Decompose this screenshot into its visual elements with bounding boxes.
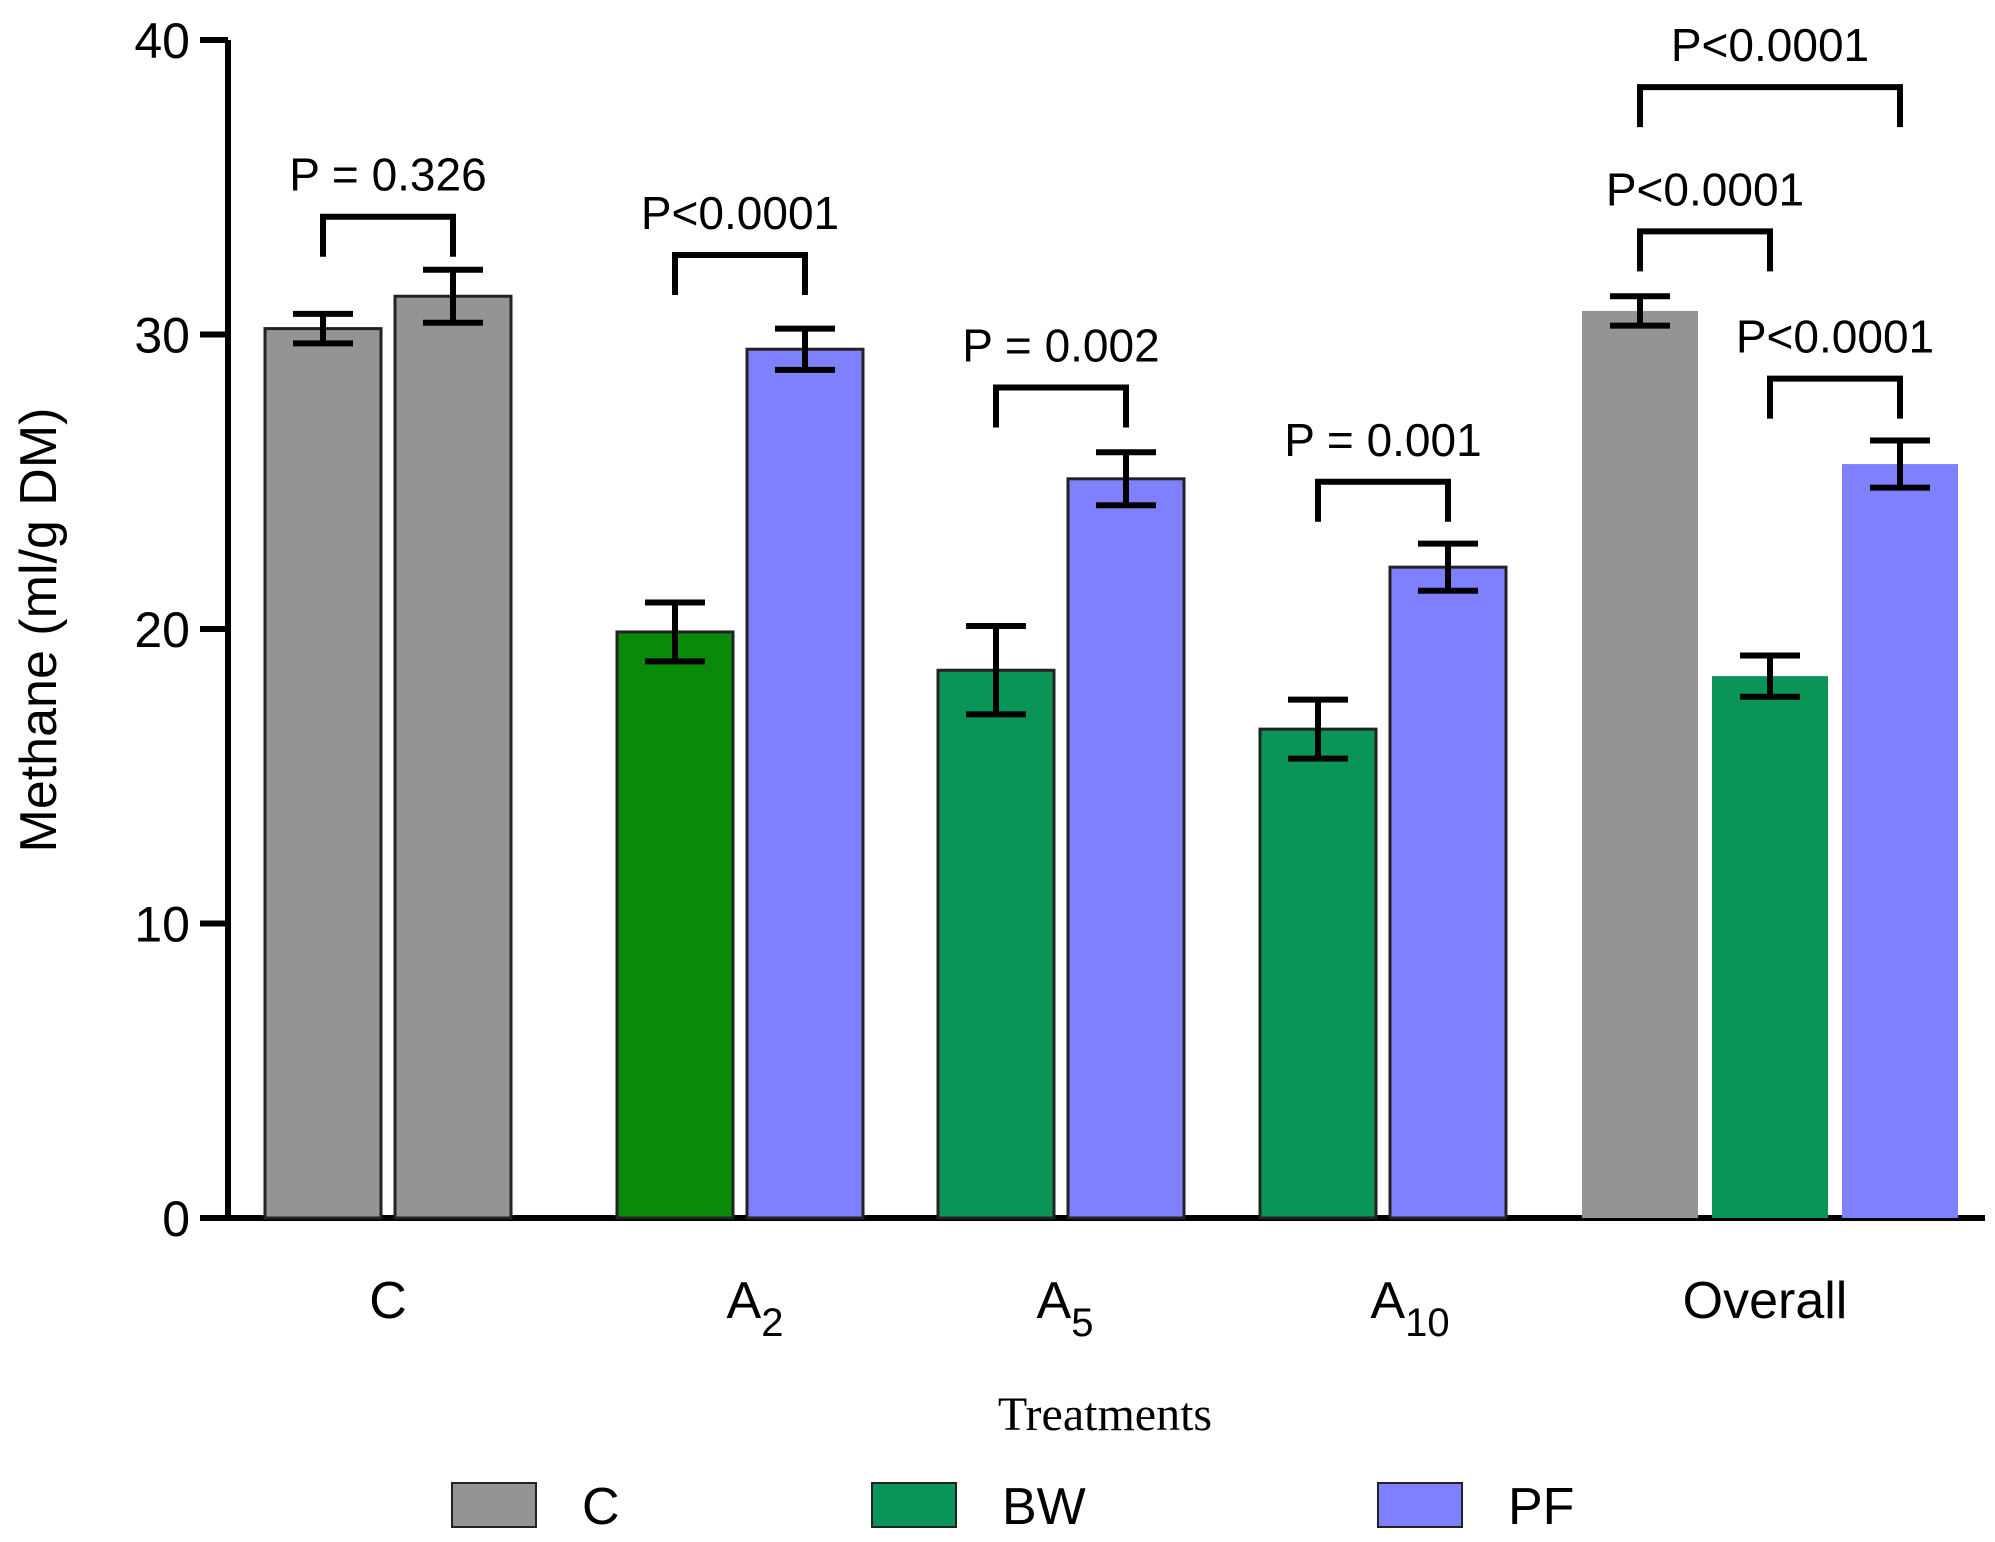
significance-bracket: [1315, 478, 1451, 522]
significance-bracket: [1767, 375, 1903, 419]
p-value-label: P = 0.001: [1284, 414, 1481, 466]
legend-label-bw: BW: [1002, 1478, 1086, 1536]
y-tick-label: 40: [134, 13, 190, 69]
bar-c: [393, 294, 513, 1220]
significance-brackets: P = 0.326 P<0.0001 P = 0.002 P = 0.001 P<0.0…: [289, 19, 1934, 522]
x-axis-label: Treatments: [998, 1388, 1212, 1441]
bar-bw: [1712, 676, 1828, 1218]
p-value-label: P<0.0001: [1671, 19, 1869, 71]
bar-c: [263, 327, 383, 1220]
error-bars: [293, 266, 1930, 762]
y-tick-label: 10: [134, 897, 190, 953]
significance-bracket: [672, 251, 808, 295]
y-tick-label: 20: [134, 602, 190, 658]
p-value-label: P = 0.326: [289, 149, 486, 201]
bar-bw: [1258, 727, 1378, 1220]
x-tick-label: Overall: [1683, 1272, 1848, 1330]
x-tick-label: C: [369, 1272, 407, 1330]
bar-pf: [1066, 477, 1186, 1220]
p-value-label: P<0.0001: [1606, 163, 1804, 215]
y-axis-label: Methane (ml/g DM): [10, 408, 68, 853]
legend-label-pf: PF: [1508, 1478, 1574, 1536]
p-value-label: P<0.0001: [641, 187, 839, 239]
legend-swatch-c: [451, 1482, 537, 1528]
p-value-label: P = 0.002: [962, 320, 1159, 372]
legend: C BW PF: [451, 1478, 1574, 1536]
p-value-label: P<0.0001: [1736, 311, 1934, 363]
bar-bw: [615, 630, 735, 1220]
significance-bracket: [1637, 228, 1773, 272]
bar-pf: [1388, 565, 1508, 1220]
x-tick-label: A5: [1037, 1272, 1094, 1345]
y-tick-label: 0: [162, 1191, 190, 1247]
bar-bw: [936, 668, 1056, 1220]
bar-pf: [1842, 464, 1958, 1219]
significance-bracket: [1637, 84, 1903, 128]
bars: [263, 294, 1958, 1220]
x-tick-labels: C A2 A5 A10 Overall: [369, 1272, 1847, 1345]
y-tick-label: 30: [134, 308, 190, 364]
significance-bracket: [320, 213, 456, 257]
legend-swatch-pf: [1377, 1482, 1463, 1528]
bar-c: [1582, 310, 1698, 1218]
x-tick-label: A2: [727, 1272, 784, 1345]
significance-bracket: [993, 384, 1129, 428]
x-tick-label: A10: [1370, 1272, 1449, 1345]
bar-pf: [745, 347, 865, 1220]
legend-label-c: C: [582, 1478, 620, 1536]
legend-swatch-bw: [871, 1482, 957, 1528]
